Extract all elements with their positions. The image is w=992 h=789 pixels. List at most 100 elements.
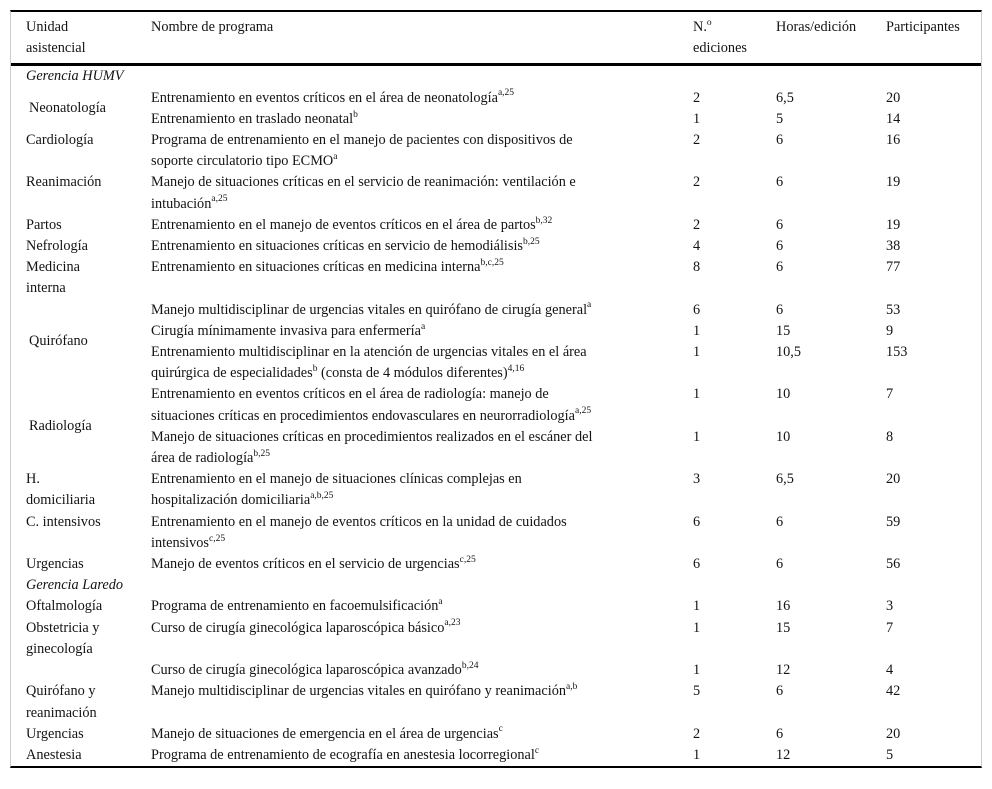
reference-superscript: 4,16 (507, 363, 525, 374)
unit-cell: C. intensivos (26, 513, 101, 530)
reference-superscript: a,25 (497, 88, 515, 99)
program-cell: Cirugía mínimamente invasiva para enferm… (151, 321, 426, 339)
reference-superscript: b (312, 363, 318, 374)
participants-cell: 14 (886, 110, 901, 127)
table-row: C. intensivos Entrenamiento en el manejo … (11, 512, 981, 554)
program-cell: Entrenamiento en situaciones críticas en… (151, 236, 540, 255)
program-cell: Manejo de situaciones de emergencia en e… (151, 724, 503, 742)
participants-cell: 20 (886, 471, 901, 488)
table-row: Cirugía mínimamente invasiva para enferm… (11, 321, 981, 342)
hours-cell: 15 (776, 619, 791, 636)
reference-superscript: c (498, 724, 503, 735)
reference-superscript: a,23 (444, 618, 461, 629)
reference-superscript: b,24 (461, 660, 479, 671)
table-row: H. domiciliaria Entrenamiento en el manejo… (11, 469, 981, 511)
table-row: Obstetricia y ginecología Curso de cirugía… (11, 618, 981, 660)
section-row: Gerencia Laredo (11, 575, 981, 596)
reference-superscript: c (534, 745, 540, 756)
participants-cell: 9 (886, 322, 894, 339)
editions-cell: 2 (693, 89, 701, 106)
unit-cell: H. domiciliaria (26, 471, 96, 509)
reference-superscript: a (587, 300, 592, 311)
unit-cell: Radiología (29, 418, 92, 435)
participants-cell: 42 (886, 683, 901, 700)
program-cell: Programa de entrenamiento en facoemulsif… (151, 597, 443, 615)
editions-cell: 1 (693, 344, 701, 361)
program-cell: Entrenamiento en traslado neonatalb (151, 109, 358, 127)
hours-cell: 12 (776, 662, 791, 679)
participants-cell: 53 (886, 301, 901, 318)
table-row: Reanimación Manejo de situaciones crítica… (11, 172, 981, 214)
unit-cell: Neonatología (29, 100, 107, 117)
table-row: Urgencias Manejo de eventos críticos en e… (11, 554, 981, 575)
reference-superscript: b,25 (253, 448, 271, 459)
table-header: Unidad asistencial Nombre de programa N.o ed… (11, 12, 981, 67)
participants-cell: 5 (886, 746, 894, 763)
program-cell: Manejo multidisciplinar de urgencias vit… (151, 682, 578, 700)
participants-cell: 38 (886, 238, 901, 255)
program-cell: Entrenamiento en el manejo de situacione… (151, 471, 522, 509)
column-header-num-ediciones: N.o ediciones (693, 12, 776, 67)
editions-cell: 2 (693, 174, 701, 191)
hours-cell: 10 (776, 428, 791, 445)
participants-cell: 8 (886, 428, 894, 445)
editions-cell: 1 (693, 746, 701, 763)
hours-cell: 10,5 (776, 344, 802, 361)
participants-cell: 19 (886, 216, 901, 233)
editions-cell: 6 (693, 301, 701, 318)
editions-cell: 1 (693, 598, 701, 615)
reference-superscript: a (333, 151, 338, 162)
editions-cell: 1 (693, 619, 701, 636)
editions-cell: 1 (693, 386, 701, 403)
hours-cell: 6 (776, 174, 784, 191)
hours-cell: 10 (776, 386, 791, 403)
table-row: Radiología Entrenamiento en eventos críti… (11, 384, 981, 434)
editions-cell: 1 (693, 662, 701, 679)
unit-cell: Cardiología (26, 132, 94, 149)
hours-cell: 12 (776, 746, 791, 763)
program-cell: Entrenamiento en eventos críticos en el … (151, 386, 592, 424)
reference-superscript: a,b,25 (310, 491, 334, 502)
table-row: Quirófano Manejo multidisciplinar de urge… (11, 300, 981, 350)
reference-superscript: a,25 (211, 194, 228, 205)
table-row: Manejo de situaciones críticas en proced… (11, 427, 981, 469)
section-title: Gerencia HUMV (26, 68, 124, 85)
participants-cell: 16 (886, 132, 901, 149)
table-body: Gerencia HUMV Neonatología Entrenamiento e… (11, 65, 981, 766)
editions-cell: 5 (693, 683, 701, 700)
table-row: Entrenamiento multidisciplinar en la ate… (11, 342, 981, 384)
hours-cell: 6 (776, 301, 784, 318)
program-cell: Manejo de eventos críticos en el servici… (151, 554, 476, 573)
unit-cell: Medicina interna (26, 259, 80, 297)
editions-cell: 1 (693, 110, 701, 127)
column-header-unidad-asistencial: Unidad asistencial (11, 12, 151, 67)
column-header-horas-edicion: Horas/edición (776, 12, 886, 67)
column-header-nombre-programa: Nombre de programa (151, 12, 693, 67)
table-row: Oftalmología Programa de entrenamiento en… (11, 596, 981, 617)
participants-cell: 153 (886, 344, 908, 361)
program-cell: Programa de entrenamiento de ecografía e… (151, 745, 540, 763)
reference-superscript: c,25 (208, 533, 226, 544)
program-cell: Manejo multidisciplinar de urgencias vit… (151, 300, 592, 318)
participants-cell: 3 (886, 598, 894, 615)
participants-cell: 4 (886, 662, 894, 679)
table-row: Partos Entrenamiento en el manejo de even… (11, 215, 981, 236)
table-row: Quirófano y reanimación Manejo multidiscip… (11, 681, 981, 723)
participants-cell: 20 (886, 89, 901, 106)
program-cell: Entrenamiento en el manejo de eventos cr… (151, 513, 567, 551)
reference-superscript: a (438, 597, 443, 608)
unit-cell: Urgencias (26, 556, 84, 573)
unit-cell: Reanimación (26, 174, 102, 191)
reference-superscript: b,32 (535, 215, 553, 226)
hours-cell: 6 (776, 513, 784, 530)
program-cell: Entrenamiento en situaciones críticas en… (151, 257, 504, 276)
section-title: Gerencia Laredo (26, 577, 124, 594)
hours-cell: 6 (776, 216, 784, 233)
program-cell: Entrenamiento en eventos críticos en el … (151, 88, 515, 106)
reference-superscript: a (420, 321, 426, 332)
reference-superscript: a,b (566, 682, 578, 693)
editions-cell: 6 (693, 556, 701, 573)
hours-cell: 6 (776, 132, 784, 149)
reference-superscript: b (353, 109, 358, 120)
editions-cell: 4 (693, 238, 701, 255)
